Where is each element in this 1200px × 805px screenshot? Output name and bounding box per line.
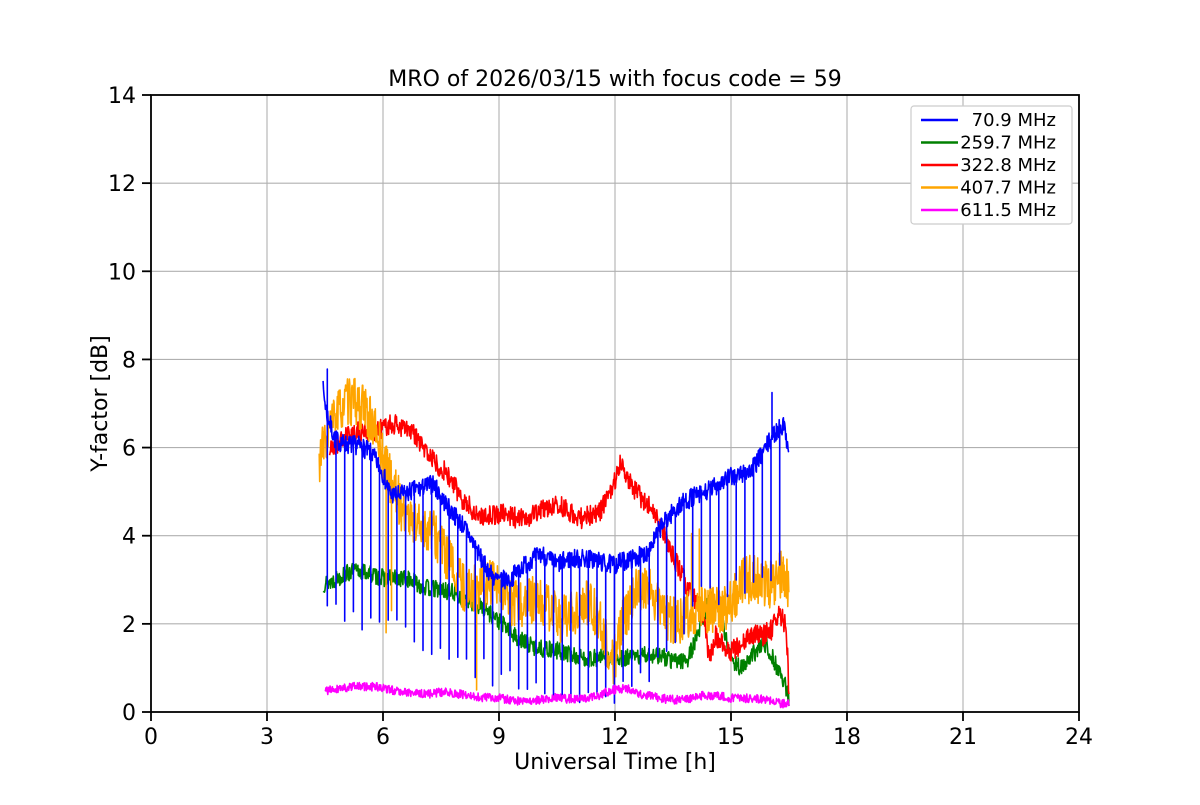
legend-label-407-7-mhz: 407.7 MHz [960, 178, 1056, 199]
y-tick-label-10: 10 [108, 260, 136, 285]
y-tick-label-8: 8 [122, 348, 136, 373]
x-tick-label-15: 15 [717, 725, 745, 750]
legend-box [910, 105, 1073, 225]
y-tick-label-2: 2 [122, 613, 136, 638]
y-tick-label-4: 4 [122, 525, 136, 550]
x-tick-label-21: 21 [949, 725, 977, 750]
y-axis-label: Y-factor [dB] [88, 335, 113, 472]
legend-label-70-9-mhz: 70.9 MHz [972, 110, 1056, 131]
series-line-322-8-mhz [328, 414, 790, 695]
legend-label-259-7-mhz: 259.7 MHz [960, 133, 1056, 154]
series-line-611-5-mhz [324, 681, 790, 709]
y-tick-label-12: 12 [108, 172, 136, 197]
y-tick-label-0: 0 [122, 701, 136, 726]
series-layer [318, 368, 790, 709]
series-line-70-9-mhz [322, 368, 790, 704]
legend-label-322-8-mhz: 322.8 MHz [960, 155, 1056, 176]
x-tick-label-6: 6 [376, 725, 390, 750]
x-tick-label-24: 24 [1065, 725, 1093, 750]
legend-label-611-5-mhz: 611.5 MHz [960, 200, 1056, 221]
x-tick-label-12: 12 [601, 725, 629, 750]
y-tick-label-6: 6 [122, 437, 136, 462]
y-tick-label-14: 14 [108, 84, 136, 109]
x-tick-label-0: 0 [144, 725, 158, 750]
x-tick-label-9: 9 [492, 725, 506, 750]
x-axis-label: Universal Time [h] [514, 750, 716, 775]
chart-title: MRO of 2026/03/15 with focus code = 59 [388, 67, 841, 92]
x-tick-label-18: 18 [833, 725, 861, 750]
x-tick-label-3: 3 [260, 725, 274, 750]
